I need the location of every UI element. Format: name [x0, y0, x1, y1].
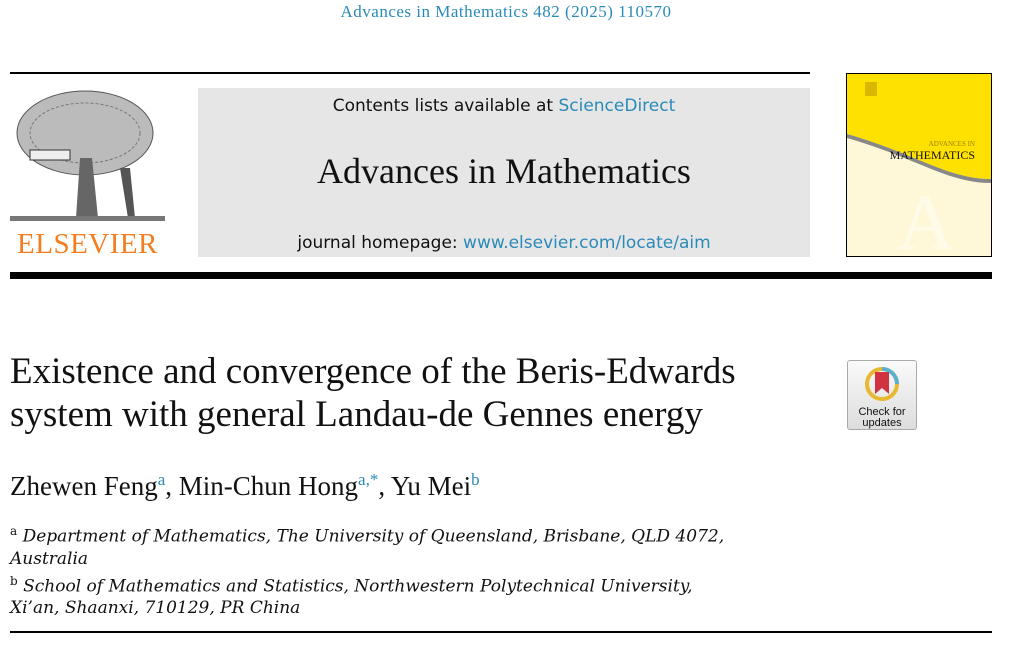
author-list: Zhewen Fenga, Min-Chun Honga,*, Yu Meib: [10, 470, 480, 501]
elsevier-wordmark: ELSEVIER: [17, 228, 158, 260]
check-updates-icon: [865, 367, 899, 401]
affiliation-a: a Department of Mathematics, The Univers…: [10, 520, 830, 548]
author[interactable]: Min-Chun Hong: [178, 471, 359, 501]
affiliation-marker[interactable]: a: [157, 470, 166, 489]
affiliation-marker[interactable]: b: [471, 470, 480, 489]
affiliation-b: b School of Mathematics and Statistics, …: [10, 570, 830, 598]
journal-cover[interactable]: A ADVANCES IN MATHEMATICS: [846, 73, 992, 257]
affiliation-text: Australia: [10, 548, 89, 569]
citation-link[interactable]: Advances in Mathematics 482 (2025) 11057…: [340, 2, 672, 21]
affiliation-marker[interactable]: a,*: [358, 470, 379, 489]
check-for-updates-button[interactable]: Check for updates: [847, 360, 917, 430]
cover-title: MATHEMATICS: [889, 148, 975, 162]
affiliation-text: School of Mathematics and Statistics, No…: [23, 576, 693, 597]
homepage-link[interactable]: www.elsevier.com/locate/aim: [463, 233, 711, 253]
contents-label: Contents lists available at: [332, 96, 559, 116]
affiliation-text: Xi’an, Shaanxi, 710129, PR China: [10, 598, 301, 619]
affiliation-label: b: [10, 573, 18, 588]
sciencedirect-link[interactable]: ScienceDirect: [558, 96, 676, 116]
affiliation-text: Department of Mathematics, The Universit…: [22, 526, 725, 547]
article-title: Existence and convergence of the Beris-E…: [10, 350, 736, 436]
title-line: Existence and convergence of the Beris-E…: [10, 351, 736, 392]
badge-text: Check for: [858, 406, 906, 418]
contents-line: Contents lists available at ScienceDirec…: [198, 96, 810, 116]
badge-text: updates: [862, 417, 902, 429]
affiliation-label: a: [10, 524, 18, 538]
author[interactable]: Zhewen Feng: [10, 471, 158, 501]
journal-banner: Contents lists available at ScienceDirec…: [198, 88, 810, 257]
affiliations: a Department of Mathematics, The Univers…: [10, 520, 830, 619]
journal-title: Advances in Mathematics: [317, 151, 691, 191]
divider: [10, 631, 992, 633]
homepage-label: journal homepage:: [297, 233, 464, 253]
cover-subtitle: ADVANCES IN: [928, 140, 975, 148]
header-divider: [10, 272, 992, 279]
author[interactable]: Yu Mei: [390, 471, 472, 501]
title-line: system with general Landau-de Gennes ene…: [10, 394, 703, 435]
divider: [10, 72, 810, 74]
homepage-line: journal homepage: www.elsevier.com/locat…: [198, 233, 810, 253]
svg-text:A: A: [897, 179, 955, 256]
elsevier-tree-logo: [10, 88, 165, 260]
